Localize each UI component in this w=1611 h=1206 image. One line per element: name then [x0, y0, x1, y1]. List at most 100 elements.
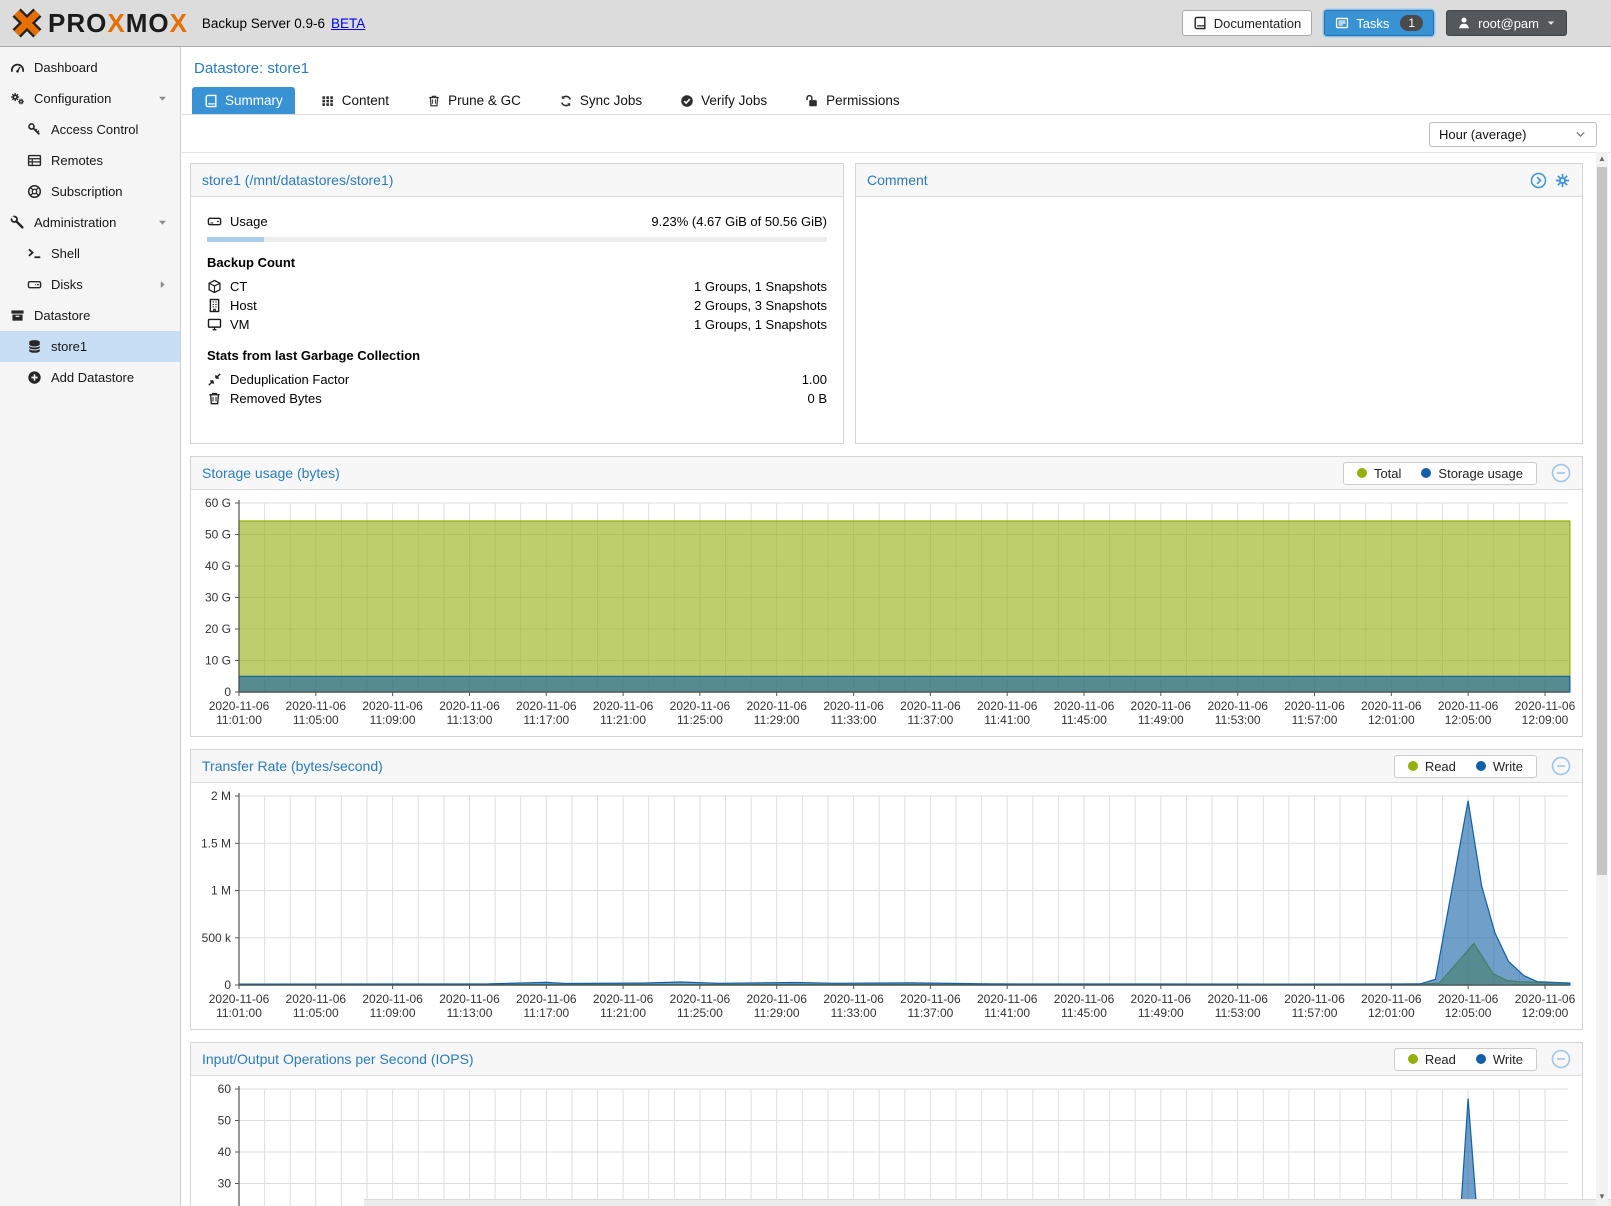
scrollbar-thumb[interactable]	[1597, 167, 1607, 875]
sidebar-item-store1[interactable]: store1	[0, 331, 180, 362]
caret-down-icon[interactable]	[155, 217, 170, 228]
tab-content[interactable]: Content	[309, 87, 401, 114]
storage-usage-title: Storage usage (bytes)	[202, 465, 340, 481]
comment-panel-title: Comment	[867, 172, 928, 188]
summary-content: store1 (/mnt/datastores/store1) Usage 9.…	[182, 151, 1611, 1206]
legend-item-total[interactable]: Total	[1356, 466, 1401, 481]
beta-link[interactable]: BETA	[330, 15, 366, 31]
svg-text:11:41:00: 11:41:00	[984, 1006, 1030, 1020]
svg-text:30 G: 30 G	[205, 591, 231, 605]
legend-item-read[interactable]: Read	[1407, 759, 1456, 774]
tab-verify-jobs[interactable]: Verify Jobs	[668, 87, 779, 114]
svg-text:11:53:00: 11:53:00	[1215, 1006, 1261, 1020]
minus-circle-icon[interactable]	[1551, 463, 1571, 483]
transfer-rate-panel: Transfer Rate (bytes/second) Read Write	[190, 749, 1583, 1030]
svg-text:11:09:00: 11:09:00	[370, 1006, 416, 1020]
scroll-up-arrow[interactable]: ▲	[1598, 154, 1606, 163]
minus-circle-icon[interactable]	[1551, 1049, 1571, 1069]
time-range-value: Hour (average)	[1439, 127, 1527, 142]
iops-panel-header: Input/Output Operations per Second (IOPS…	[191, 1043, 1582, 1076]
svg-text:60 G: 60 G	[205, 496, 231, 510]
caret-down-icon[interactable]	[155, 93, 170, 104]
iops-panel: Input/Output Operations per Second (IOPS…	[190, 1042, 1583, 1206]
tab-summary[interactable]: Summary	[192, 87, 295, 114]
sidebar-item-label: Remotes	[51, 153, 104, 168]
gear-icon[interactable]	[1554, 172, 1571, 189]
vertical-scrollbar[interactable]: ▲ ▼	[1596, 152, 1608, 1206]
tab-prune-gc[interactable]: Prune & GC	[415, 87, 533, 114]
svg-text:2020-11-06: 2020-11-06	[1361, 699, 1422, 713]
sidebar-item-disks[interactable]: Disks	[0, 269, 180, 300]
host-row: Host 2 Groups, 3 Snapshots	[207, 296, 827, 315]
svg-text:500 k: 500 k	[202, 931, 232, 945]
svg-text:1.5 M: 1.5 M	[201, 836, 231, 850]
svg-text:2020-11-06: 2020-11-06	[1131, 992, 1192, 1006]
svg-text:2020-11-06: 2020-11-06	[1054, 699, 1115, 713]
tab-sync-jobs[interactable]: Sync Jobs	[547, 87, 654, 114]
caret-right-icon[interactable]	[155, 279, 170, 290]
tab-label: Prune & GC	[448, 93, 521, 108]
tasks-button[interactable]: Tasks 1	[1324, 10, 1435, 36]
documentation-button[interactable]: Documentation	[1181, 10, 1313, 36]
svg-text:2020-11-06: 2020-11-06	[516, 992, 577, 1006]
sidebar-item-label: Administration	[34, 215, 117, 230]
chevron-circle-right-icon[interactable]	[1530, 172, 1547, 189]
legend-item-write[interactable]: Write	[1475, 759, 1523, 774]
dedup-value: 1.00	[801, 372, 827, 387]
svg-text:2020-11-06: 2020-11-06	[746, 992, 807, 1006]
time-range-select[interactable]: Hour (average)	[1429, 122, 1597, 147]
dedup-label: Deduplication Factor	[230, 372, 350, 387]
sidebar-item-subscription[interactable]: Subscription	[0, 176, 180, 207]
sidebar-item-dashboard[interactable]: Dashboard	[0, 52, 180, 83]
removed-bytes-value: 0 B	[807, 391, 827, 406]
viewport-bottom-edge	[364, 1199, 1611, 1206]
read-series-dot	[1407, 761, 1418, 771]
svg-text:11:29:00: 11:29:00	[754, 1006, 800, 1020]
svg-text:2020-11-06: 2020-11-06	[362, 992, 423, 1006]
sidebar-item-label: Access Control	[51, 122, 139, 137]
legend-item-storage-usage[interactable]: Storage usage	[1421, 466, 1523, 481]
scroll-down-arrow[interactable]: ▼	[1598, 1192, 1606, 1201]
svg-text:11:13:00: 11:13:00	[447, 1006, 493, 1020]
svg-text:2020-11-06: 2020-11-06	[1438, 699, 1499, 713]
read-series-dot	[1407, 1054, 1418, 1064]
sidebar-item-shell[interactable]: Shell	[0, 238, 180, 269]
svg-text:11:45:00: 11:45:00	[1061, 713, 1107, 727]
backup-count-heading: Backup Count	[207, 255, 296, 270]
svg-text:12:01:00: 12:01:00	[1368, 1006, 1415, 1020]
sidebar-item-remotes[interactable]: Remotes	[0, 145, 180, 176]
svg-text:0: 0	[224, 978, 231, 992]
proxmox-wordmark: PROXMOX	[48, 7, 188, 38]
sidebar-item-add-datastore[interactable]: Add Datastore	[0, 362, 180, 393]
legend-item-write[interactable]: Write	[1475, 1052, 1523, 1067]
sidebar-item-datastore[interactable]: Datastore	[0, 300, 180, 331]
svg-text:11:45:00: 11:45:00	[1061, 1006, 1107, 1020]
svg-text:11:37:00: 11:37:00	[907, 1006, 953, 1020]
minus-circle-icon[interactable]	[1551, 756, 1571, 776]
tab-permissions[interactable]: Permissions	[793, 87, 912, 114]
vm-label: VM	[230, 317, 250, 332]
plus-circle-icon	[27, 370, 42, 385]
svg-text:2020-11-06: 2020-11-06	[900, 992, 961, 1006]
sidebar-item-label: Shell	[51, 246, 80, 261]
support-icon	[27, 184, 42, 199]
ct-row: CT 1 Groups, 1 Snapshots	[207, 277, 827, 296]
svg-text:11:01:00: 11:01:00	[216, 1006, 262, 1020]
svg-text:11:49:00: 11:49:00	[1138, 1006, 1184, 1020]
iops-legend: Read Write	[1393, 1047, 1537, 1071]
vm-value: 1 Groups, 1 Snapshots	[694, 317, 827, 332]
gears-icon	[10, 91, 25, 106]
sidebar-item-configuration[interactable]: Configuration	[0, 83, 180, 114]
ct-label: CT	[230, 279, 248, 294]
chevron-down-icon	[1574, 128, 1587, 141]
sidebar-item-access-control[interactable]: Access Control	[0, 114, 180, 145]
tab-label: Verify Jobs	[701, 93, 768, 108]
tab-bar: Summary Content Prune & GC Sync Jobs Ver…	[182, 87, 1611, 115]
legend-item-read[interactable]: Read	[1407, 1052, 1456, 1067]
svg-text:2020-11-06: 2020-11-06	[1207, 992, 1268, 1006]
sidebar-item-administration[interactable]: Administration	[0, 207, 180, 238]
storage-usage-panel-header: Storage usage (bytes) Total Storage usag…	[191, 457, 1582, 490]
svg-text:11:41:00: 11:41:00	[984, 713, 1030, 727]
svg-text:12:05:00: 12:05:00	[1445, 1006, 1492, 1020]
user-menu-button[interactable]: root@pam	[1446, 10, 1567, 36]
